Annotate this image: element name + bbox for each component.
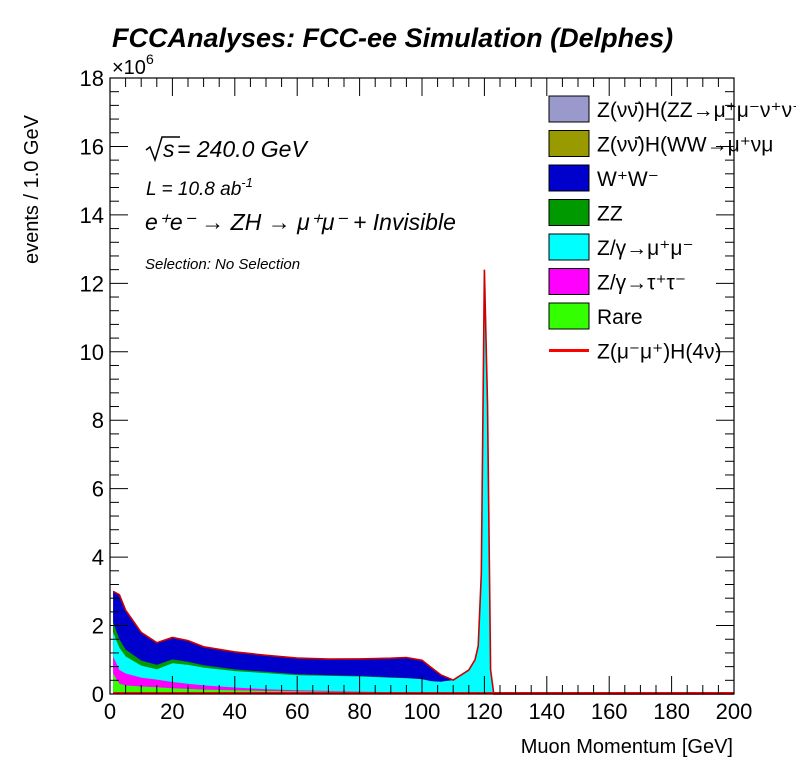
series-area-zvvh_ww bbox=[113, 269, 735, 694]
y-tick-label: 0 bbox=[92, 682, 104, 707]
legend-label: Z(μ⁻μ⁺)H(4ν) bbox=[597, 341, 722, 364]
series-area-zz bbox=[113, 269, 735, 694]
legend-swatch bbox=[548, 164, 590, 192]
sqrt-s-value: = 240.0 GeV bbox=[177, 136, 309, 162]
legend-swatch bbox=[548, 130, 590, 157]
sqrt-s-annotation: s = 240.0 GeV bbox=[145, 136, 309, 163]
process-label: e⁺e⁻ → ZH → μ⁺μ⁻ + Invisible bbox=[145, 209, 456, 235]
x-axis-title: Muon Momentum [GeV] bbox=[521, 736, 733, 758]
y-tick-label: 14 bbox=[80, 203, 104, 228]
selection-label: Selection: No Selection bbox=[145, 256, 300, 273]
y-axis-ticks: 0 2 4 6 8 10 12 14 16 18 bbox=[80, 66, 734, 707]
x-tick-label: 60 bbox=[285, 699, 309, 724]
stack-total-outline bbox=[112, 269, 734, 695]
y-tick-label: 6 bbox=[92, 477, 104, 502]
sqrt-symbol-icon bbox=[145, 136, 180, 163]
legend-swatch bbox=[548, 302, 590, 330]
legend-label: Z(νν̄)H(ZZ→μ⁺μ⁻ν⁺ν⁻ bbox=[597, 99, 796, 122]
legend-label: W⁺W⁻ bbox=[597, 168, 659, 191]
legend-swatch bbox=[548, 95, 590, 123]
x-tick-label: 180 bbox=[653, 699, 690, 724]
chart-title: FCCAnalyses: FCC-ee Simulation (Delphes) bbox=[112, 23, 673, 53]
stacked-histogram bbox=[112, 269, 735, 695]
x-tick-label: 140 bbox=[528, 699, 565, 724]
legend-swatch bbox=[548, 199, 590, 226]
x-tick-label: 160 bbox=[591, 699, 628, 724]
y-tick-label: 16 bbox=[80, 134, 104, 159]
y-tick-label: 4 bbox=[92, 545, 104, 570]
y-multiplier: ×106 bbox=[112, 51, 154, 79]
legend: Z(νν̄)H(ZZ→μ⁺μ⁻ν⁺ν⁻ Z(νν̄)H(WW→μ⁺νμ W⁺W⁻ ZZ… bbox=[548, 95, 796, 364]
legend-label: Z/γ→τ⁺τ⁻ bbox=[597, 272, 686, 295]
legend-label: ZZ bbox=[597, 203, 623, 226]
sqrt-s-label: s bbox=[163, 136, 175, 162]
x-tick-label: 40 bbox=[223, 699, 247, 724]
x-tick-label: 0 bbox=[104, 699, 116, 724]
series-area-zvvh_zz bbox=[113, 269, 735, 694]
luminosity-label: L = 10.8 ab-1 bbox=[146, 175, 253, 200]
legend-label: Z/γ→μ⁺μ⁻ bbox=[597, 237, 694, 260]
legend-swatch bbox=[548, 268, 590, 295]
series-area-ww bbox=[113, 269, 735, 694]
y-tick-label: 2 bbox=[92, 614, 104, 639]
x-tick-label: 120 bbox=[466, 699, 503, 724]
x-tick-label: 20 bbox=[160, 699, 184, 724]
y-tick-label: 18 bbox=[80, 66, 104, 91]
y-tick-label: 12 bbox=[80, 271, 104, 296]
x-tick-label: 100 bbox=[404, 699, 441, 724]
y-axis-title: events / 1.0 GeV bbox=[21, 114, 43, 264]
series-area-zmumu bbox=[113, 269, 735, 694]
legend-label: Z(νν̄)H(WW→μ⁺νμ bbox=[597, 134, 773, 157]
legend-swatch bbox=[548, 233, 590, 261]
series-area-rare bbox=[113, 673, 735, 694]
x-tick-label: 80 bbox=[347, 699, 371, 724]
x-axis-ticks: 0 20 40 60 80 100 120 140 160 180 200 bbox=[104, 78, 752, 724]
y-tick-label: 8 bbox=[92, 408, 104, 433]
x-tick-label: 200 bbox=[716, 699, 753, 724]
legend-label: Rare bbox=[597, 306, 643, 329]
y-tick-label: 10 bbox=[80, 340, 104, 365]
